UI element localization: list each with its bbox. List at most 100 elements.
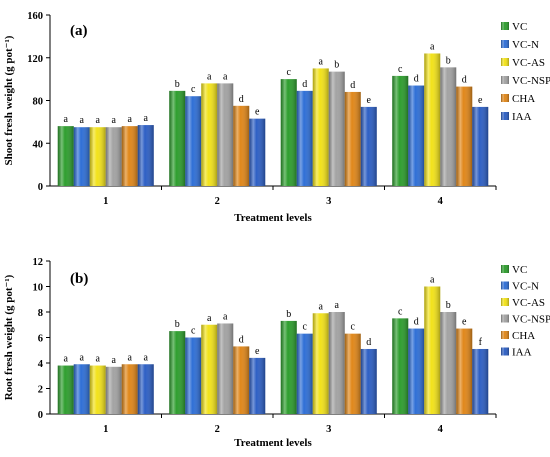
x-tick-label: 1 <box>103 196 108 207</box>
data-label: a <box>319 301 324 312</box>
data-label: e <box>255 107 260 118</box>
data-label: e <box>367 95 372 106</box>
bar-shading <box>249 118 266 186</box>
data-label: b <box>446 300 451 311</box>
legend-swatch-shading <box>501 40 509 48</box>
bar-shading <box>105 127 122 186</box>
x-tick-label: 2 <box>215 424 220 435</box>
data-label: c <box>287 67 292 78</box>
data-label: a <box>112 355 117 366</box>
data-label: c <box>191 326 196 337</box>
x-tick-label: 2 <box>215 196 220 207</box>
data-label: a <box>430 41 435 52</box>
y-tick-label: 80 <box>33 97 44 108</box>
bar-shading <box>169 90 186 186</box>
bar-shading <box>57 365 74 414</box>
x-axis-title: Treatment levels <box>234 212 312 224</box>
x-tick-label: 3 <box>326 196 331 207</box>
y-tick-label: 4 <box>38 359 44 370</box>
data-label: a <box>335 300 340 311</box>
bar-shading <box>328 312 345 414</box>
bar-shading <box>344 333 361 414</box>
data-label: a <box>430 275 435 286</box>
bar-shading <box>296 90 313 186</box>
data-label: a <box>144 113 149 124</box>
bar-shading <box>440 312 457 414</box>
data-label: b <box>446 55 451 66</box>
y-tick-label: 12 <box>33 257 44 268</box>
data-label: a <box>319 56 324 67</box>
y-axis-title: Shoot fresh weight (g pot⁻¹) <box>3 35 15 165</box>
bar-shading <box>408 85 425 186</box>
bar-shading <box>312 68 329 186</box>
legend-swatch-shading <box>501 22 509 30</box>
data-label: a <box>112 115 117 126</box>
legend-label: VC <box>512 21 527 33</box>
legend-swatch-shading <box>501 314 509 323</box>
legend-swatch-shading <box>501 265 509 273</box>
bar-shading <box>217 323 234 414</box>
data-label: d <box>350 80 355 91</box>
bar-shading <box>89 365 106 414</box>
panel-label: (b) <box>70 271 88 287</box>
y-tick-label: 2 <box>38 385 43 396</box>
legend-swatch-shading <box>501 298 509 306</box>
y-axis-title: Root fresh weight (g pot⁻¹) <box>3 274 15 400</box>
legend-label: VC-NSP <box>512 314 550 326</box>
bar-shading <box>456 328 473 414</box>
panel-label: (a) <box>70 23 88 39</box>
legend-label: IAA <box>512 111 532 123</box>
data-label: b <box>334 60 339 71</box>
data-label: a <box>96 354 101 365</box>
bar-shading <box>360 106 377 186</box>
bar-shading <box>201 324 218 414</box>
data-label: a <box>223 71 228 82</box>
x-tick-label: 4 <box>438 196 444 207</box>
bar-shading <box>137 125 154 186</box>
data-label: f <box>479 337 483 348</box>
y-tick-label: 0 <box>38 182 43 193</box>
bar-shading <box>73 127 90 186</box>
legend-label: VC-N <box>512 281 539 293</box>
legend-swatch-shading <box>501 58 509 66</box>
data-label: a <box>64 354 69 365</box>
data-label: e <box>478 95 483 106</box>
data-label: d <box>366 337 371 348</box>
data-label: c <box>303 322 308 333</box>
bar-shading <box>456 86 473 186</box>
bar-shading <box>73 364 90 414</box>
legend-swatch-shading <box>501 331 509 339</box>
bar-shading <box>233 105 250 186</box>
bar-shading <box>296 333 313 414</box>
legend-label: VC-AS <box>512 297 545 309</box>
bar-shading <box>280 79 297 186</box>
bar-shading <box>57 126 74 186</box>
y-tick-label: 120 <box>27 54 43 65</box>
bar-shading <box>360 348 377 414</box>
legend-swatch-shading <box>501 94 509 102</box>
legend-swatch-shading <box>501 281 509 290</box>
bar-shading <box>472 348 489 414</box>
x-tick-label: 3 <box>326 424 331 435</box>
y-tick-label: 160 <box>27 11 43 22</box>
bar-shading <box>424 286 441 414</box>
data-label: d <box>302 79 307 90</box>
bar-shading <box>233 346 250 414</box>
x-tick-label: 4 <box>438 424 444 435</box>
bar-shading <box>312 313 329 414</box>
data-label: d <box>239 94 244 105</box>
bar-shading <box>105 366 122 414</box>
data-label: d <box>414 317 419 328</box>
legend-swatch-shading <box>501 112 509 120</box>
x-axis-title: Treatment levels <box>234 437 312 449</box>
data-label: c <box>351 322 356 333</box>
data-label: b <box>286 309 291 320</box>
bar-shading <box>137 364 154 414</box>
y-tick-label: 8 <box>38 308 43 319</box>
legend-label: VC-AS <box>512 57 545 69</box>
data-label: a <box>144 352 149 363</box>
legend-swatch-shading <box>501 76 509 84</box>
y-tick-label: 40 <box>33 139 44 150</box>
